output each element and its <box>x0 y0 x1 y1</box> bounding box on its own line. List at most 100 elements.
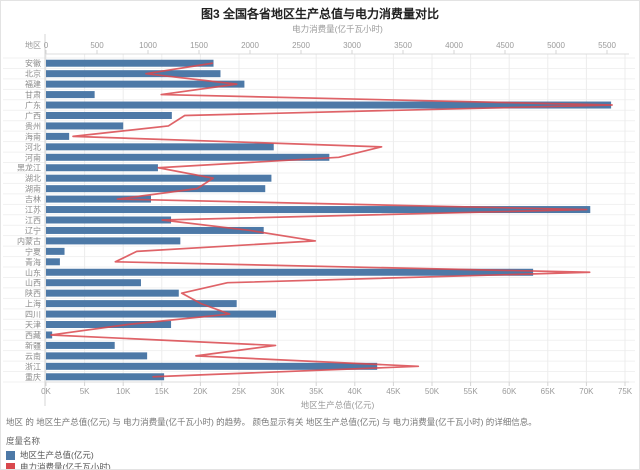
row-label: 安徽 <box>25 58 41 68</box>
row-label: 四川 <box>25 310 41 319</box>
bottom-axis-tick-label: 70K <box>579 387 594 396</box>
gdp-bar[interactable] <box>46 153 330 161</box>
row-label: 海南 <box>25 131 41 141</box>
bottom-axis-tick-label: 55K <box>463 387 478 396</box>
row-label: 陕西 <box>25 288 41 298</box>
gdp-bar[interactable] <box>46 331 53 339</box>
legend-item-label: 电力消费量(亿千瓦小时) <box>20 462 111 470</box>
gdp-bar[interactable] <box>46 300 237 308</box>
row-label: 江苏 <box>25 205 41 215</box>
gdp-bar[interactable] <box>46 174 272 182</box>
row-label: 贵州 <box>25 121 41 131</box>
row-label: 辽宁 <box>25 225 41 235</box>
gdp-swatch-icon <box>6 450 15 460</box>
bottom-axis-tick-label: 50K <box>425 387 440 396</box>
gdp-bar[interactable] <box>46 289 179 297</box>
row-label: 黑龙江 <box>17 163 41 173</box>
gdp-bar[interactable] <box>46 164 158 172</box>
row-label: 云南 <box>25 351 41 361</box>
bottom-axis-tick-label: 35K <box>309 387 324 396</box>
gdp-bar[interactable] <box>46 195 151 203</box>
gdp-bar[interactable] <box>46 237 181 245</box>
bottom-axis-tick-label: 20K <box>193 387 208 396</box>
gdp-bar[interactable] <box>46 352 148 360</box>
electricity-line[interactable] <box>50 62 613 378</box>
row-label: 湖北 <box>25 174 41 183</box>
bottom-axis-tick-label: 30K <box>270 387 285 396</box>
page-title: 图3 全国各省地区生产总值与电力消费量对比 <box>200 7 439 21</box>
row-label: 江西 <box>25 216 41 225</box>
row-label: 天津 <box>25 320 41 330</box>
row-label: 青海 <box>25 257 41 267</box>
bottom-axis-title: 地区生产总值(亿元) <box>301 400 375 410</box>
bottom-axis-tick-label: 15K <box>155 387 170 396</box>
electricity-swatch-icon <box>6 462 15 469</box>
legend-item-label: 地区生产总值(亿元) <box>20 450 94 460</box>
top-axis-tick-label: 1000 <box>139 41 157 50</box>
row-label: 上海 <box>25 299 41 309</box>
top-axis-tick-label: 4500 <box>496 41 514 50</box>
gdp-bar[interactable] <box>46 373 165 381</box>
legend: 度量名称 地区生产总值(亿元) 电力消费量(亿千瓦小时) <box>6 435 111 470</box>
gdp-bar[interactable] <box>46 185 266 193</box>
bottom-axis-tick-label: 10K <box>116 387 131 396</box>
row-label: 浙江 <box>25 361 41 371</box>
gdp-bar[interactable] <box>46 206 591 214</box>
bottom-axis-tick-label: 45K <box>386 387 401 396</box>
row-label: 山西 <box>25 278 41 288</box>
top-axis-tick-label: 2000 <box>241 41 259 50</box>
top-axis-tick-label: 500 <box>90 41 104 50</box>
gdp-bar[interactable] <box>46 216 172 224</box>
top-axis-tick-label: 5500 <box>598 41 616 50</box>
bottom-axis-tick-label: 25K <box>232 387 247 396</box>
top-axis-tick-label: 3000 <box>343 41 361 50</box>
gdp-bar[interactable] <box>46 132 70 140</box>
row-label: 吉林 <box>25 194 41 204</box>
gdp-bar[interactable] <box>46 279 141 287</box>
top-axis-tick-label: 3500 <box>394 41 412 50</box>
gdp-bar[interactable] <box>46 247 65 255</box>
row-label: 福建 <box>25 79 41 89</box>
row-label: 河北 <box>25 142 41 152</box>
gdp-bar[interactable] <box>46 59 214 67</box>
gdp-bar[interactable] <box>46 341 115 349</box>
bottom-axis-tick-label: 60K <box>502 387 517 396</box>
top-axis-tick-label: 5000 <box>547 41 565 50</box>
gdp-bar[interactable] <box>46 122 124 130</box>
legend-title: 度量名称 <box>6 436 41 446</box>
gdp-bar[interactable] <box>46 143 274 151</box>
top-axis-tick-label: 0 <box>44 41 49 50</box>
gdp-bar[interactable] <box>46 310 277 318</box>
row-label: 湖南 <box>25 184 41 194</box>
row-label: 内蒙古 <box>17 236 41 246</box>
top-axis-tick-label: 4000 <box>445 41 463 50</box>
gdp-bar[interactable] <box>46 258 60 266</box>
row-label: 北京 <box>25 69 41 79</box>
bottom-axis-tick-label: 75K <box>618 387 633 396</box>
row-label: 重庆 <box>25 372 41 382</box>
gdp-bar[interactable] <box>46 226 264 234</box>
legend-item-gdp[interactable]: 地区生产总值(亿元) <box>6 449 111 461</box>
gdp-bar[interactable] <box>46 111 172 119</box>
gdp-bar[interactable] <box>46 362 378 370</box>
bottom-axis-tick-label: 40K <box>348 387 363 396</box>
bottom-axis-tick-label: 0K <box>41 387 51 396</box>
legend-item-electricity[interactable]: 电力消费量(亿千瓦小时) <box>6 461 111 470</box>
row-label: 甘肃 <box>25 90 41 100</box>
gdp-bar[interactable] <box>46 80 245 88</box>
bottom-axis-tick-label: 5K <box>80 387 90 396</box>
row-label: 山东 <box>25 267 41 277</box>
top-axis-tick-label: 1500 <box>190 41 208 50</box>
row-label: 广西 <box>25 110 41 120</box>
gdp-bar[interactable] <box>46 268 534 276</box>
row-label: 新疆 <box>25 340 41 350</box>
y-axis-header: 地区 <box>25 40 41 50</box>
chart-caption: 地区 的 地区生产总值(亿元) 与 电力消费量(亿千瓦小时) 的趋势。 颜色显示… <box>6 417 537 427</box>
top-axis-tick-label: 2500 <box>292 41 310 50</box>
gdp-bar[interactable] <box>46 321 172 329</box>
gdp-bar[interactable] <box>46 91 95 99</box>
gdp-bar[interactable] <box>46 101 612 109</box>
top-axis-title: 电力消费量(亿千瓦小时) <box>292 24 383 34</box>
gdp-bar[interactable] <box>46 70 221 78</box>
